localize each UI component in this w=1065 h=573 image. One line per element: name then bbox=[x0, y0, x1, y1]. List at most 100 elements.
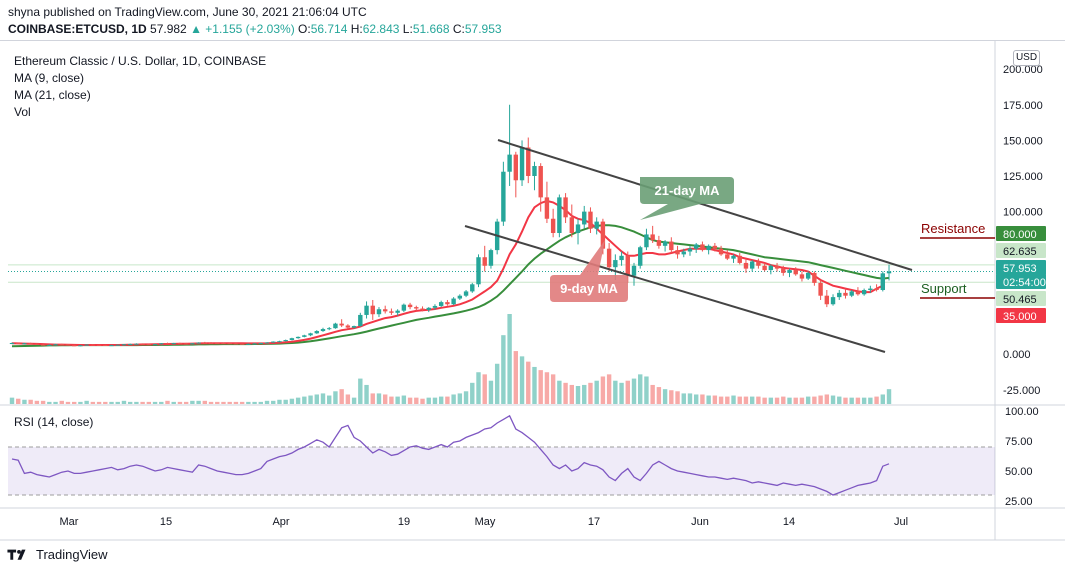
candle-body bbox=[849, 291, 854, 296]
volume-bar bbox=[96, 401, 102, 404]
candle-body bbox=[606, 248, 612, 268]
channel-upper-trendline[interactable] bbox=[497, 139, 913, 271]
close-label: C: bbox=[452, 22, 465, 36]
volume-bar bbox=[855, 397, 861, 404]
candle-body bbox=[557, 197, 562, 233]
volume-bar bbox=[277, 399, 282, 404]
volume-bar bbox=[712, 395, 718, 404]
volume-bar bbox=[134, 401, 139, 404]
volume-bar bbox=[146, 401, 152, 404]
tradingview-logo-icon bbox=[7, 549, 26, 560]
ma9-callout-label: 9-day MA bbox=[560, 281, 618, 296]
volume-bar bbox=[370, 393, 375, 404]
rsi-tick-label: 75.00 bbox=[1005, 436, 1033, 448]
volume-bar bbox=[115, 401, 120, 404]
candle-body bbox=[880, 273, 885, 290]
volume-bar bbox=[482, 374, 487, 404]
ma21-callout-box bbox=[640, 177, 734, 220]
candle-body bbox=[239, 343, 245, 345]
price-label-text: 02:54:00 bbox=[1003, 277, 1046, 289]
volume-bar bbox=[351, 397, 357, 404]
volume-bar bbox=[246, 401, 251, 404]
volume-bar bbox=[9, 397, 15, 404]
publish-line: shyna published on TradingView.com, June… bbox=[8, 5, 367, 19]
candle-body bbox=[837, 292, 842, 298]
candle-body bbox=[812, 272, 817, 283]
price-label-box bbox=[996, 226, 1046, 241]
candle-body bbox=[295, 336, 301, 339]
candle-body bbox=[426, 307, 431, 310]
volume-bar bbox=[538, 370, 543, 404]
candle-body bbox=[507, 154, 512, 172]
volume-bar bbox=[196, 400, 201, 404]
channel-lower-trendline[interactable] bbox=[464, 225, 886, 353]
candle-body bbox=[594, 221, 599, 229]
rsi-legend[interactable]: RSI (14, close) bbox=[14, 415, 94, 429]
candle-body bbox=[774, 265, 780, 269]
volume-bar bbox=[383, 394, 388, 404]
volume-bar bbox=[457, 393, 463, 404]
candle-body bbox=[121, 344, 127, 346]
low-label: L: bbox=[402, 22, 413, 36]
candle-body bbox=[302, 335, 307, 337]
legend-ma9[interactable]: MA (9, close) bbox=[14, 71, 85, 85]
candle-body bbox=[395, 310, 400, 313]
candle-body bbox=[264, 342, 270, 344]
symbol-name[interactable]: COINBASE:ETCUSD, 1D bbox=[8, 22, 147, 36]
candle-body bbox=[84, 344, 89, 346]
volume-bar bbox=[215, 401, 220, 404]
volume-bar bbox=[830, 395, 836, 404]
volume-bar bbox=[694, 394, 699, 404]
candle-body bbox=[401, 304, 407, 311]
candle-body bbox=[171, 343, 176, 345]
candle-body bbox=[152, 344, 158, 346]
rsi-line bbox=[11, 414, 890, 496]
legend-ma21[interactable]: MA (21, close) bbox=[14, 88, 91, 102]
currency-button[interactable]: USD bbox=[1013, 50, 1040, 66]
candle-body bbox=[420, 308, 425, 310]
price-label-box bbox=[996, 243, 1046, 258]
legend-title: Ethereum Classic / U.S. Dollar, 1D, COIN… bbox=[14, 54, 267, 68]
volume-bar bbox=[600, 376, 606, 404]
candle-body bbox=[476, 257, 481, 285]
low-value: 51.668 bbox=[412, 22, 450, 36]
volume-bar bbox=[718, 396, 724, 404]
volume-bar bbox=[426, 397, 431, 404]
time-tick-label: Mar bbox=[60, 516, 79, 528]
volume-bar bbox=[420, 398, 425, 404]
candle-body bbox=[756, 261, 761, 266]
candle-body bbox=[252, 343, 257, 345]
volume-bar bbox=[861, 397, 867, 404]
candle-body bbox=[793, 270, 798, 275]
time-tick-label: Jun bbox=[691, 516, 709, 528]
volume-bar bbox=[812, 396, 817, 404]
price-tick-label: 125.000 bbox=[1003, 171, 1043, 183]
price-tick-label: 100.000 bbox=[1003, 207, 1043, 219]
volume-bar bbox=[252, 401, 257, 404]
candle-body bbox=[9, 343, 15, 345]
candle-body bbox=[650, 234, 655, 241]
candle-body bbox=[799, 274, 805, 279]
candle-body bbox=[407, 304, 413, 308]
candle-body bbox=[787, 270, 792, 273]
volume-bar bbox=[358, 378, 363, 404]
volume-bar bbox=[675, 391, 680, 404]
candle-body bbox=[320, 329, 326, 332]
candle-body bbox=[768, 265, 774, 271]
ma21-callout-label: 21-day MA bbox=[654, 183, 720, 198]
volume-bar bbox=[662, 389, 668, 404]
price-tick-label: 150.000 bbox=[1003, 135, 1043, 147]
volume-bar bbox=[582, 384, 587, 404]
candle-body bbox=[345, 325, 351, 328]
candle-body bbox=[432, 305, 438, 308]
volume-bar bbox=[650, 384, 655, 404]
volume-bar bbox=[16, 398, 21, 404]
volume-bar bbox=[700, 394, 705, 404]
candle-body bbox=[526, 147, 531, 176]
footer-brand[interactable]: TradingView bbox=[6, 546, 108, 562]
time-tick-label: 15 bbox=[160, 516, 172, 528]
volume-bar bbox=[295, 397, 301, 404]
legend-vol[interactable]: Vol bbox=[14, 105, 31, 119]
candle-body bbox=[669, 241, 674, 251]
